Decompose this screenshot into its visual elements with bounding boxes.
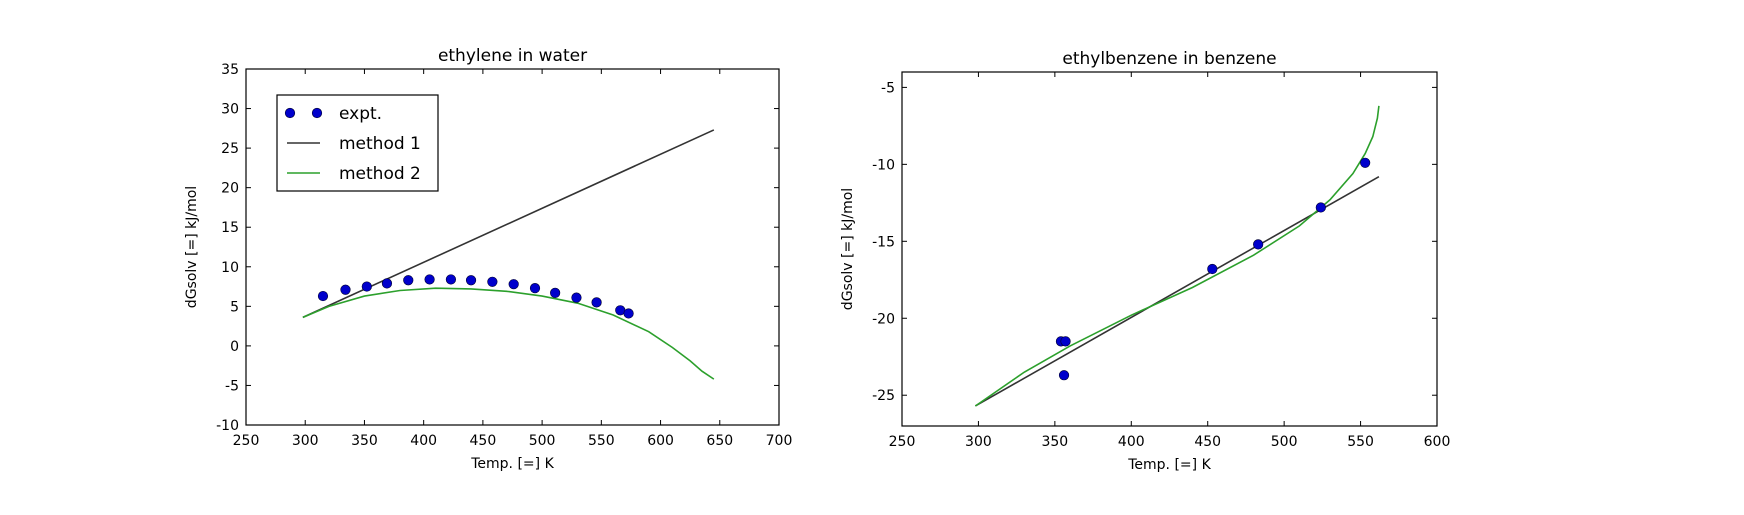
x-tick-label: 650 (706, 433, 733, 449)
x-tick-label: 550 (1347, 434, 1374, 450)
series-line-method-2 (302, 287, 715, 380)
x-tick-label: 350 (351, 433, 378, 449)
data-point (403, 275, 414, 286)
data-point (340, 284, 351, 295)
data-point (591, 297, 602, 308)
data-point (1060, 336, 1071, 347)
data-point (361, 281, 372, 292)
y-tick-label: 5 (230, 299, 239, 315)
y-axis-label: dGsolv [=] kJ/mol (184, 186, 200, 308)
x-tick-label: 600 (1424, 434, 1451, 450)
y-tick-label: 30 (221, 102, 239, 118)
x-tick-label: 500 (529, 433, 556, 449)
y-tick-label: 35 (221, 62, 239, 78)
legend-marker (311, 107, 323, 119)
y-tick-label: 25 (221, 141, 239, 157)
y-tick-label: 20 (221, 181, 239, 197)
y-tick-label: 0 (230, 339, 239, 355)
x-tick-label: 250 (889, 434, 916, 450)
chart-title: ethylbenzene in benzene (1062, 49, 1276, 69)
series-line-method-2 (974, 105, 1380, 407)
y-tick-label: -15 (872, 234, 895, 250)
y-tick-label: -5 (881, 80, 895, 96)
y-axis-label: dGsolv [=] kJ/mol (840, 188, 856, 310)
x-tick-label: 350 (1041, 434, 1068, 450)
data-layer (302, 129, 715, 380)
y-tick-label: 15 (221, 220, 239, 236)
chart-1: 250 300 350 400 450 500 550 600 650 700 -10 -5 0 5 10 1… (184, 46, 792, 472)
x-axis-label: Temp. [=] K (470, 456, 554, 472)
x-tick-label: 400 (410, 433, 437, 449)
data-point (623, 308, 634, 319)
data-point (508, 279, 519, 290)
x-tick-label: 450 (470, 433, 497, 449)
data-point (487, 276, 498, 287)
data-point (424, 274, 435, 285)
data-layer (974, 105, 1380, 407)
plot-frame (901, 71, 1438, 427)
legend: expt. method 1 method 2 (276, 94, 439, 192)
data-point (445, 274, 457, 285)
x-tick-label: 300 (292, 433, 319, 449)
data-point (571, 292, 582, 303)
x-tick-label: 400 (1118, 434, 1145, 450)
x-tick-label: 600 (647, 433, 674, 449)
x-tick-label: 450 (1194, 434, 1221, 450)
data-point (1360, 157, 1371, 168)
legend-marker (284, 107, 296, 119)
y-tick-label: 10 (221, 260, 239, 276)
data-point (1058, 370, 1070, 381)
data-point (1253, 239, 1264, 250)
x-axis-label: Temp. [=] K (1127, 457, 1211, 473)
x-tick-label: 500 (1271, 434, 1298, 450)
data-point (1315, 202, 1326, 213)
legend-label: method 1 (339, 134, 421, 154)
legend-label: expt. (339, 104, 382, 124)
x-tick-label: 250 (233, 433, 260, 449)
y-tick-label: -10 (216, 418, 239, 434)
data-point (529, 283, 541, 294)
x-tick-label: 300 (965, 434, 992, 450)
data-point (317, 290, 329, 302)
y-tick-label: -25 (872, 388, 895, 404)
data-point (550, 287, 561, 298)
x-tick-label: 550 (588, 433, 615, 449)
y-tick-label: -5 (225, 378, 239, 394)
y-tick-label: -20 (872, 311, 895, 327)
y-tick-label: -10 (872, 157, 895, 173)
data-point (465, 275, 477, 286)
x-tick-label: 700 (766, 433, 793, 449)
data-point (381, 278, 393, 289)
data-point (1207, 263, 1218, 275)
chart-title: ethylene in water (438, 46, 587, 66)
chart-2: 250 300 350 400 450 500 550 600 -25 -20 -15 -10 -5 et… (840, 49, 1450, 473)
legend-label: method 2 (339, 164, 421, 184)
